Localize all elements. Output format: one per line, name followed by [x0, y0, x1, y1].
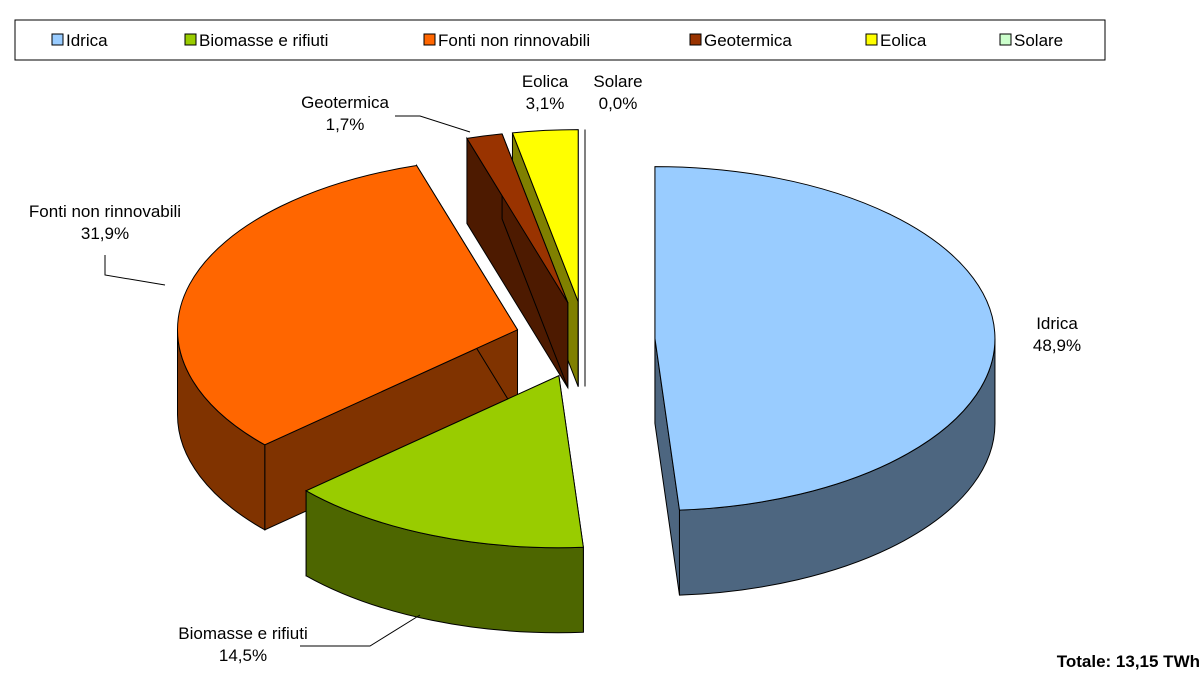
slice — [654, 166, 996, 511]
data-label-name: Geotermica — [301, 93, 389, 112]
legend-swatch — [999, 33, 1012, 46]
legend-label: Solare — [1014, 31, 1063, 50]
data-label-value: 3,1% — [526, 94, 565, 113]
data-label-value: 14,5% — [219, 646, 267, 665]
legend-swatch — [423, 33, 436, 46]
slice — [177, 164, 519, 446]
slice — [466, 133, 569, 303]
leader-line — [300, 614, 421, 647]
data-label-name: Biomasse e rifiuti — [178, 624, 307, 643]
slice — [511, 129, 579, 302]
pie — [177, 129, 996, 634]
legend-label: Biomasse e rifiuti — [199, 31, 328, 50]
data-label-name: Fonti non rinnovabili — [29, 202, 181, 221]
legend-swatch — [51, 33, 64, 46]
data-label-name: Eolica — [522, 72, 569, 91]
leader-line — [104, 255, 166, 286]
legend-swatch — [689, 33, 702, 46]
legend-swatch — [865, 33, 878, 46]
data-label-value: 31,9% — [81, 224, 129, 243]
legend-label: Fonti non rinnovabili — [438, 31, 590, 50]
data-label-value: 1,7% — [326, 115, 365, 134]
total-annotation: Totale: 13,15 TWh — [1057, 652, 1200, 671]
legend-label: Geotermica — [704, 31, 792, 50]
leader-line — [395, 115, 471, 133]
data-label-name: Solare — [593, 72, 642, 91]
legend-box — [14, 19, 1106, 61]
data-label-value: 48,9% — [1033, 336, 1081, 355]
data-label-name: Idrica — [1036, 314, 1078, 333]
legend-label: Idrica — [66, 31, 108, 50]
slice — [305, 374, 584, 549]
data-label-value: 0,0% — [599, 94, 638, 113]
legend-swatch — [184, 33, 197, 46]
legend-label: Eolica — [880, 31, 927, 50]
